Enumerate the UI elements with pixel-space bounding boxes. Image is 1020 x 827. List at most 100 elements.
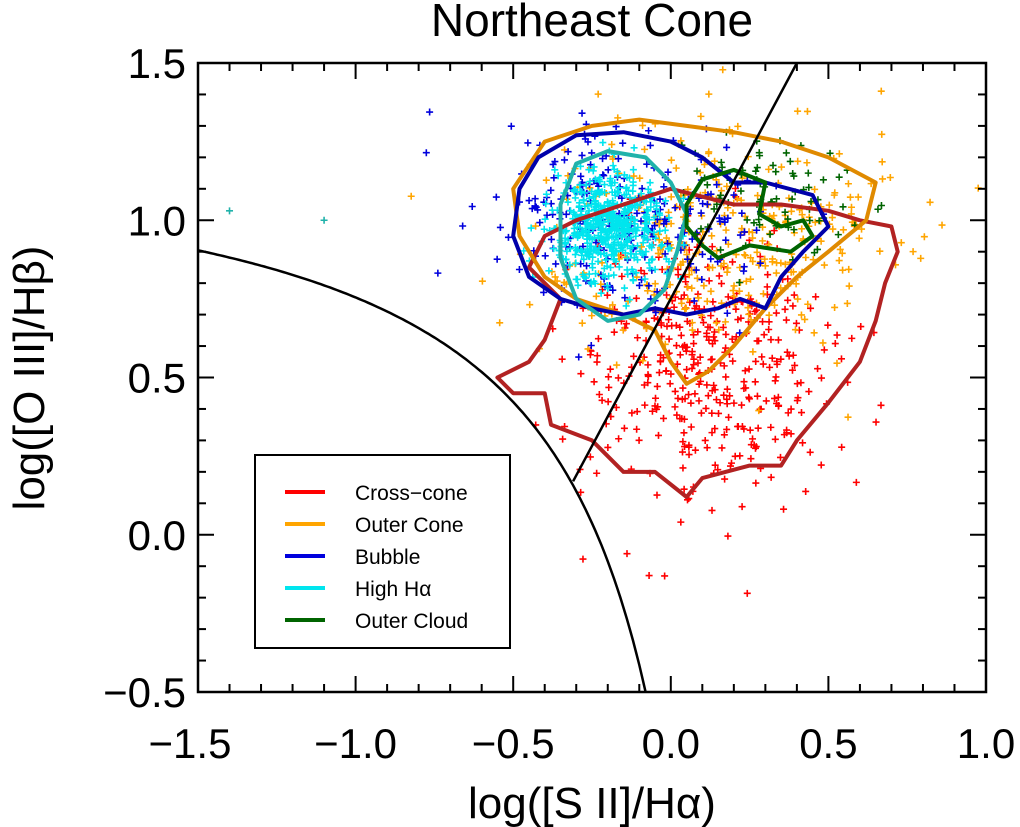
point-outer-cloud [717, 246, 725, 254]
point-cross-cone [731, 452, 739, 460]
point-cross-cone [665, 316, 673, 324]
point-outer-cone [829, 225, 837, 233]
point-outer-cone [781, 260, 789, 268]
point-high-h- [574, 281, 582, 289]
point-high-h- [624, 220, 632, 228]
point-cross-cone [610, 328, 618, 336]
point-high-h- [641, 213, 649, 221]
point-high-h- [607, 264, 615, 272]
point-cross-cone [762, 397, 770, 405]
point-cross-cone [743, 589, 751, 597]
point-high-h- [583, 235, 591, 243]
point-cross-cone [734, 423, 742, 431]
point-high-h- [612, 257, 620, 265]
legend-label-bubble: Bubble [355, 546, 420, 569]
point-outer-cone [846, 193, 854, 201]
point-high-h- [621, 205, 629, 213]
point-cross-cone [758, 353, 766, 361]
point-cross-cone [661, 572, 669, 580]
point-cross-cone [833, 331, 841, 339]
point-cross-cone [719, 323, 727, 331]
point-cross-cone [594, 335, 602, 343]
legend: Cross−cone Outer Cone Bubble High Hα Out… [254, 454, 511, 649]
point-outer-cone [804, 300, 812, 308]
point-outer-cloud [753, 164, 761, 172]
point-outer-cone [794, 157, 802, 165]
point-high-h- [657, 242, 665, 250]
point-cross-cone [708, 409, 716, 417]
point-high-h- [574, 245, 582, 253]
point-cross-cone [773, 360, 781, 368]
point-high-h- [592, 270, 600, 278]
point-high-h- [580, 255, 588, 263]
point-high-h- [606, 177, 614, 185]
point-outer-cloud [815, 217, 823, 225]
point-cross-cone [641, 401, 649, 409]
y-axis-label: log([O III]/Hβ) [5, 246, 54, 511]
point-cross-cone [812, 293, 820, 301]
point-outer-cone [639, 121, 647, 129]
point-high-h- [617, 244, 625, 252]
point-high-h- [579, 196, 587, 204]
point-high-h- [632, 226, 640, 234]
point-bubble [720, 215, 728, 223]
point-cross-cone [767, 473, 775, 481]
point-outer-cone [724, 240, 732, 248]
point-cross-cone [682, 347, 690, 355]
point-cross-cone [752, 357, 760, 365]
point-cross-cone [670, 303, 678, 311]
legend-label-cross-cone: Cross−cone [355, 482, 468, 505]
point-outer-cone [749, 257, 757, 265]
point-bubble [662, 217, 670, 225]
point-high-h- [545, 267, 553, 275]
point-cross-cone [705, 336, 713, 344]
point-high-h- [520, 247, 528, 255]
point-bubble [577, 172, 585, 180]
point-outer-cone [588, 312, 596, 320]
point-high-h- [583, 247, 591, 255]
point-bubble [584, 138, 592, 146]
y-tick-label: 1.0 [128, 197, 186, 244]
point-outer-cone [679, 258, 687, 266]
point-cross-cone [793, 397, 801, 405]
legend-box [254, 454, 511, 649]
point-high-h- [589, 253, 597, 261]
point-cross-cone [877, 401, 885, 409]
legend-label-outer-cloud: Outer Cloud [355, 610, 468, 633]
point-outer-cone [697, 112, 705, 120]
point-high-h- [578, 228, 586, 236]
point-outer-cloud [786, 157, 794, 165]
point-bubble [643, 160, 651, 168]
point-cross-cone [595, 390, 603, 398]
point-high-h- [527, 224, 535, 232]
point-cross-cone [760, 331, 768, 339]
point-high-h- [590, 223, 598, 231]
point-outer-cone [777, 163, 785, 171]
point-outer-cone [801, 315, 809, 323]
point-outer-cone [723, 182, 731, 190]
point-high-h- [542, 190, 550, 198]
point-high-h- [598, 220, 606, 228]
point-cross-cone [732, 305, 740, 313]
point-cross-cone [640, 353, 648, 361]
point-outer-cone [742, 277, 750, 285]
point-outer-cloud [735, 278, 743, 286]
point-high-h- [585, 252, 593, 260]
point-cross-cone [612, 403, 620, 411]
point-cross-cone [633, 425, 641, 433]
point-outer-cloud [697, 225, 705, 233]
point-outer-cone [592, 292, 600, 300]
point-cross-cone [699, 319, 707, 327]
point-outer-cone [684, 295, 692, 303]
point-outer-cone [938, 221, 946, 229]
point-outer-cloud [750, 219, 758, 227]
point-outer-cone [740, 251, 748, 259]
point-high-h- [680, 241, 688, 249]
y-tick-label: 0.0 [128, 512, 186, 559]
point-cross-cone [628, 409, 636, 417]
point-bubble [619, 139, 627, 147]
point-outer-cone [700, 160, 708, 168]
point-outer-cone [772, 269, 780, 277]
point-cross-cone [767, 336, 775, 344]
point-cross-cone [763, 283, 771, 291]
